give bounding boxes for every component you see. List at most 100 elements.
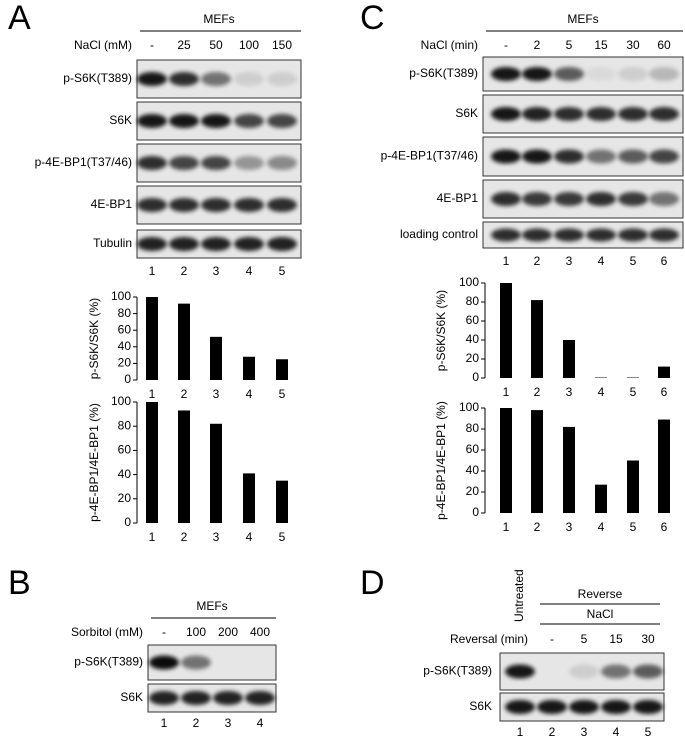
y-axis-label: p-4E-BP1/4E-BP1 (%) bbox=[87, 403, 101, 522]
blot-label: p-S6K(T389) bbox=[423, 664, 492, 678]
panel-letter: B bbox=[8, 564, 31, 602]
band bbox=[149, 655, 179, 670]
band bbox=[554, 192, 584, 206]
band bbox=[181, 691, 211, 705]
untreated-label: Untreated bbox=[512, 569, 526, 622]
y-tick-label: 40 bbox=[466, 463, 480, 477]
condition-label: 2 bbox=[534, 38, 541, 52]
band bbox=[491, 192, 521, 206]
band bbox=[137, 237, 167, 251]
x-tick-label: 1 bbox=[503, 385, 510, 399]
y-tick-label: 0 bbox=[472, 505, 479, 519]
blot-label: p-S6K(T389) bbox=[409, 66, 478, 80]
band bbox=[201, 237, 231, 251]
treatment-label: Sorbitol (mM) bbox=[71, 625, 143, 639]
band bbox=[522, 228, 552, 242]
x-tick-label: 2 bbox=[181, 530, 188, 544]
band bbox=[554, 228, 584, 242]
x-tick-label: 3 bbox=[213, 530, 220, 544]
lane-number: 1 bbox=[149, 264, 156, 278]
bar bbox=[146, 297, 158, 380]
x-tick-label: 6 bbox=[661, 385, 668, 399]
lane-number: 1 bbox=[161, 716, 168, 730]
band bbox=[601, 664, 631, 679]
blot-label: 4E-BP1 bbox=[437, 191, 479, 205]
bar bbox=[658, 419, 670, 513]
lane-number: 3 bbox=[225, 716, 232, 730]
band bbox=[522, 149, 552, 164]
bar bbox=[276, 359, 288, 380]
lane-number: 2 bbox=[181, 264, 188, 278]
band bbox=[137, 72, 167, 86]
y-tick-label: 80 bbox=[118, 306, 132, 320]
band bbox=[267, 114, 297, 128]
band bbox=[169, 72, 199, 86]
x-tick-label: 4 bbox=[246, 530, 253, 544]
condition-label: 30 bbox=[641, 632, 655, 646]
y-tick-label: 40 bbox=[466, 332, 480, 346]
condition-label: 60 bbox=[657, 38, 671, 52]
lane-number: 4 bbox=[246, 264, 253, 278]
band bbox=[522, 192, 552, 206]
band bbox=[649, 192, 679, 206]
condition-label: 150 bbox=[272, 38, 292, 52]
band bbox=[234, 114, 264, 128]
band bbox=[234, 237, 264, 251]
condition-label: - bbox=[150, 38, 154, 52]
panel-letter: C bbox=[360, 0, 385, 37]
band bbox=[137, 156, 167, 170]
band bbox=[586, 67, 616, 81]
condition-label: 100 bbox=[239, 38, 259, 52]
condition-label: 200 bbox=[218, 625, 238, 639]
y-tick-label: 80 bbox=[466, 294, 480, 308]
y-tick-label: 0 bbox=[472, 370, 479, 384]
bar bbox=[658, 366, 670, 378]
band bbox=[491, 67, 521, 81]
band bbox=[569, 664, 599, 679]
y-axis-label: p-S6K/S6K (%) bbox=[87, 298, 101, 379]
band bbox=[169, 198, 199, 212]
lane-number: 1 bbox=[517, 725, 524, 739]
x-tick-label: 5 bbox=[630, 385, 637, 399]
blot-label: S6K bbox=[469, 699, 492, 713]
band bbox=[201, 156, 231, 170]
bar bbox=[531, 300, 543, 378]
y-tick-label: 40 bbox=[118, 467, 132, 481]
blot-label: 4E-BP1 bbox=[91, 197, 133, 211]
band bbox=[267, 156, 297, 170]
condition-label: 15 bbox=[594, 38, 608, 52]
band bbox=[234, 198, 264, 212]
band bbox=[649, 67, 679, 81]
x-tick-label: 5 bbox=[630, 520, 637, 534]
panel-letter: A bbox=[8, 0, 31, 37]
condition-label: - bbox=[504, 38, 508, 52]
band bbox=[201, 198, 231, 212]
panel-letter: D bbox=[360, 564, 385, 602]
lane-number: 1 bbox=[503, 254, 510, 268]
y-tick-label: 20 bbox=[118, 356, 132, 370]
lane-number: 4 bbox=[613, 725, 620, 739]
lane-number: 5 bbox=[630, 254, 637, 268]
condition-label: 100 bbox=[186, 625, 206, 639]
header-label: Reverse bbox=[578, 587, 623, 601]
lane-number: 4 bbox=[257, 716, 264, 730]
condition-label: 15 bbox=[609, 632, 623, 646]
band bbox=[149, 691, 179, 705]
band bbox=[618, 67, 648, 81]
bar bbox=[627, 460, 639, 513]
blot-label: S6K bbox=[120, 690, 143, 704]
band bbox=[181, 655, 211, 670]
band bbox=[245, 691, 275, 705]
lane-number: 3 bbox=[213, 264, 220, 278]
treatment-label: Reversal (min) bbox=[450, 632, 528, 646]
band bbox=[633, 664, 663, 679]
band bbox=[649, 107, 679, 121]
bar bbox=[531, 410, 543, 513]
band bbox=[554, 107, 584, 121]
y-axis-label: p-S6K/S6K (%) bbox=[434, 290, 448, 371]
y-tick-label: 0 bbox=[124, 515, 131, 529]
x-tick-label: 1 bbox=[503, 520, 510, 534]
bar bbox=[500, 408, 512, 513]
y-tick-label: 100 bbox=[111, 394, 131, 408]
